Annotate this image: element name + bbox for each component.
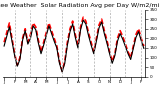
- Title: Milwaukee Weather  Solar Radiation Avg per Day W/m2/minute: Milwaukee Weather Solar Radiation Avg pe…: [0, 3, 160, 8]
